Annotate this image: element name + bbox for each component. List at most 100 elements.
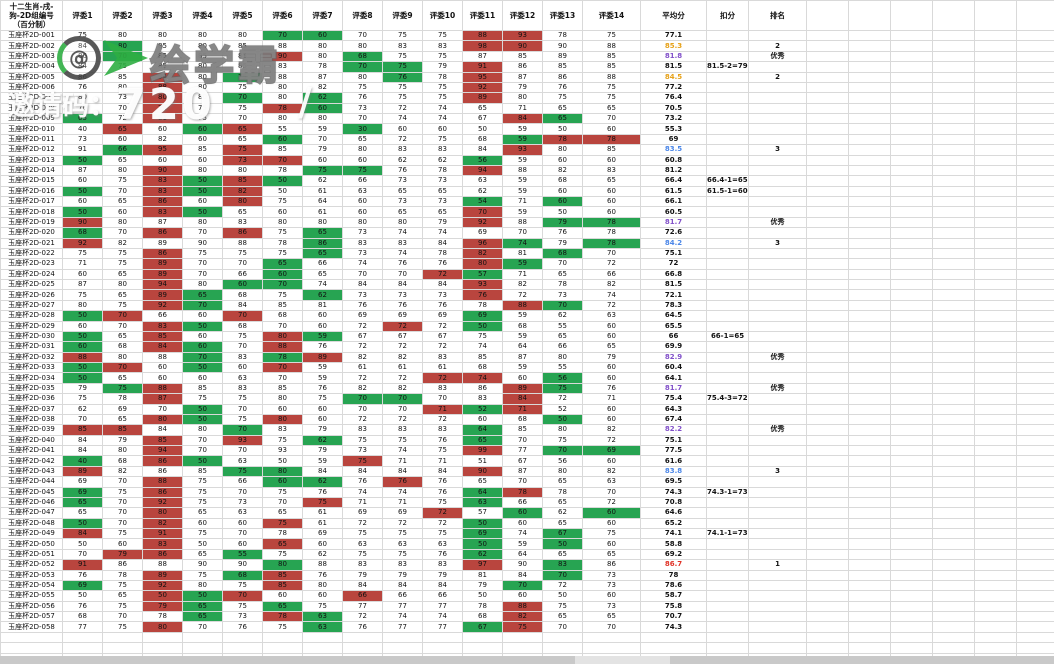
rank-cell[interactable]	[748, 621, 807, 633]
score-cell[interactable]: 70	[222, 590, 263, 602]
empty-cell[interactable]	[890, 144, 933, 156]
score-cell[interactable]: 70	[222, 310, 263, 322]
empty-cell[interactable]	[848, 278, 891, 291]
empty-cell[interactable]	[974, 50, 1017, 63]
row-id-cell[interactable]: 玉座杯2D-044	[0, 476, 63, 488]
empty-cell[interactable]	[1016, 123, 1054, 135]
score-cell[interactable]: 82	[302, 81, 343, 94]
score-cell[interactable]: 98	[462, 40, 503, 52]
judge-header-4[interactable]: 评委4	[182, 0, 223, 31]
avg-cell[interactable]: 75.1	[640, 434, 707, 447]
score-cell[interactable]: 89	[302, 351, 343, 364]
row-id-cell[interactable]: 玉座杯2D-019	[0, 216, 63, 229]
score-cell[interactable]: 80	[102, 81, 143, 94]
score-cell[interactable]: 83	[422, 559, 463, 571]
score-cell[interactable]: 65	[182, 610, 223, 623]
score-cell[interactable]: 65	[542, 476, 583, 488]
score-cell[interactable]: 52	[542, 403, 583, 415]
empty-cell[interactable]	[890, 92, 933, 104]
score-cell[interactable]: 73	[382, 175, 423, 187]
score-cell[interactable]: 75	[422, 92, 463, 104]
score-cell[interactable]: 73	[222, 610, 263, 623]
score-cell[interactable]: 80	[62, 299, 103, 312]
score-cell[interactable]: 80	[182, 424, 223, 436]
empty-cell[interactable]	[848, 50, 891, 63]
score-cell[interactable]: 50	[262, 455, 303, 467]
score-cell[interactable]: 76	[342, 92, 383, 104]
score-cell[interactable]: 61	[342, 361, 383, 374]
score-cell[interactable]: 75	[342, 527, 383, 540]
empty-cell[interactable]	[1016, 81, 1054, 94]
empty-cell[interactable]	[932, 486, 975, 498]
rank-cell[interactable]: 2	[748, 40, 807, 52]
empty-cell[interactable]	[890, 195, 933, 208]
score-cell[interactable]: 68	[62, 227, 103, 239]
empty-cell[interactable]	[848, 112, 891, 125]
row-id-cell[interactable]: 玉座杯2D-017	[0, 195, 63, 208]
avg-cell[interactable]: 66.8	[640, 268, 707, 281]
score-cell[interactable]: 76	[302, 569, 343, 581]
score-cell[interactable]: 71	[382, 496, 423, 509]
empty-cell[interactable]	[974, 71, 1017, 83]
row-id-cell[interactable]: 玉座杯2D-053	[0, 569, 63, 581]
score-cell[interactable]: 70	[502, 227, 543, 239]
score-cell[interactable]: 85	[262, 299, 303, 312]
score-cell[interactable]: 50	[182, 538, 223, 550]
score-cell[interactable]: 62	[542, 310, 583, 322]
score-cell[interactable]: 65	[582, 341, 641, 353]
score-cell[interactable]: 75	[182, 476, 223, 488]
empty-cell[interactable]	[1016, 258, 1054, 270]
score-cell[interactable]: 75	[102, 299, 143, 312]
empty-cell[interactable]	[462, 631, 503, 644]
empty-cell[interactable]	[0, 631, 63, 644]
row-id-cell[interactable]: 玉座杯2D-047	[0, 507, 63, 519]
empty-cell[interactable]	[974, 403, 1017, 415]
score-cell[interactable]: 70	[342, 29, 383, 42]
score-cell[interactable]: 80	[342, 144, 383, 156]
empty-cell[interactable]	[806, 61, 849, 73]
deduction-cell[interactable]	[706, 590, 749, 602]
score-cell[interactable]: 62	[462, 548, 503, 561]
empty-cell[interactable]	[806, 527, 849, 540]
score-cell[interactable]: 50	[182, 403, 223, 415]
empty-cell[interactable]	[582, 642, 641, 654]
horizontal-scrollbar[interactable]	[0, 656, 1054, 664]
score-cell[interactable]: 84	[422, 579, 463, 592]
score-cell[interactable]: 50	[62, 372, 103, 384]
score-cell[interactable]: 83	[142, 175, 183, 187]
avg-cell[interactable]: 74.1	[640, 527, 707, 540]
score-cell[interactable]: 65	[102, 330, 143, 343]
score-cell[interactable]: 72	[542, 393, 583, 405]
empty-cell[interactable]	[640, 642, 707, 654]
score-cell[interactable]: 71	[502, 195, 543, 208]
score-cell[interactable]: 50	[182, 455, 223, 467]
empty-cell[interactable]	[932, 455, 975, 467]
score-cell[interactable]: 60	[462, 413, 503, 426]
empty-cell[interactable]	[806, 507, 849, 519]
empty-cell[interactable]	[974, 486, 1017, 498]
score-cell[interactable]: 80	[182, 216, 223, 229]
score-cell[interactable]: 75	[262, 195, 303, 208]
empty-cell[interactable]	[1016, 559, 1054, 571]
empty-cell[interactable]	[932, 50, 975, 63]
row-id-cell[interactable]: 玉座杯2D-027	[0, 299, 63, 312]
score-cell[interactable]: 50	[62, 206, 103, 218]
rank-cell[interactable]	[748, 154, 807, 166]
avg-cell[interactable]: 83.8	[640, 465, 707, 478]
score-cell[interactable]: 70	[582, 621, 641, 633]
score-cell[interactable]: 60	[302, 590, 343, 602]
empty-cell[interactable]	[932, 144, 975, 156]
score-cell[interactable]: 61	[422, 361, 463, 374]
row-id-cell[interactable]: 玉座杯2D-030	[0, 330, 63, 343]
row-id-cell[interactable]: 玉座杯2D-005	[0, 71, 63, 83]
avg-cell[interactable]: 69.5	[640, 476, 707, 488]
score-cell[interactable]: 89	[462, 92, 503, 104]
empty-cell[interactable]	[1016, 631, 1054, 644]
score-cell[interactable]: 76	[62, 600, 103, 613]
empty-cell[interactable]	[890, 590, 933, 602]
score-cell[interactable]: 71	[422, 455, 463, 467]
empty-cell[interactable]	[1016, 216, 1054, 229]
rank-cell[interactable]	[748, 507, 807, 519]
empty-cell[interactable]	[806, 164, 849, 177]
score-cell[interactable]: 80	[142, 92, 183, 104]
